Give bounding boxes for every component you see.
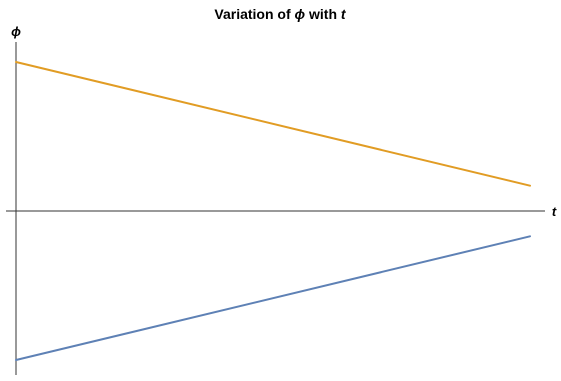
y-axis-label: ϕ xyxy=(11,24,21,39)
series-line-1 xyxy=(15,61,531,187)
series-group xyxy=(15,61,531,361)
series-line-2 xyxy=(15,235,531,361)
chart-title: Variation of ϕ with t xyxy=(214,6,347,22)
x-axis-label: t xyxy=(552,204,557,219)
